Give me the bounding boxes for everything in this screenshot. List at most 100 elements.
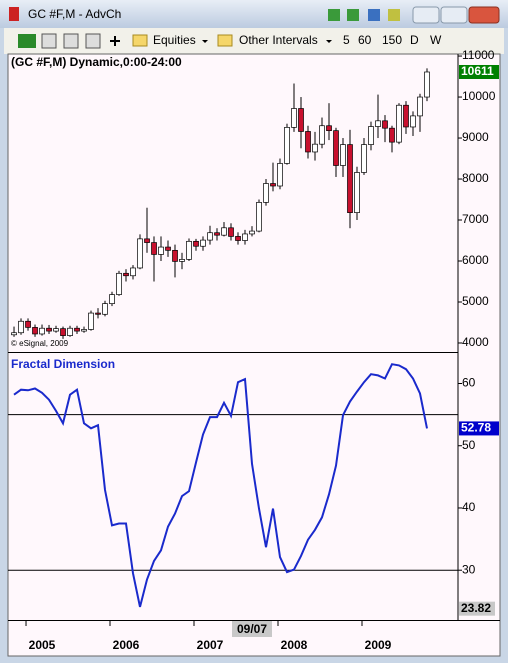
toolbar-icon[interactable] <box>85 33 101 49</box>
y-tick-label: 30 <box>462 562 476 576</box>
candle-body <box>53 328 59 332</box>
add-icon[interactable] <box>110 36 120 46</box>
candle-body <box>354 172 360 213</box>
link-button[interactable] <box>347 9 359 21</box>
candle-body <box>284 127 290 164</box>
candle-body <box>214 232 220 236</box>
y-tick-label: 6000 <box>462 253 489 267</box>
y-tick-label: 11000 <box>462 48 495 62</box>
maximize-button[interactable] <box>440 6 468 24</box>
interval-button[interactable]: 150 <box>382 33 402 47</box>
cursor-date-box <box>232 621 273 637</box>
candle-body <box>410 115 416 128</box>
candle-body <box>403 104 409 128</box>
candle-body <box>102 303 108 315</box>
x-tick-label: 2005 <box>29 638 56 652</box>
cursor-date-label: 09/07 <box>237 622 267 636</box>
candle-body <box>151 242 157 255</box>
candle-body <box>207 232 213 241</box>
candle-body <box>165 246 171 251</box>
candle-body <box>312 143 318 153</box>
candle-body <box>25 320 31 328</box>
candle-body <box>158 246 164 255</box>
last-value-label: 52.78 <box>461 421 491 435</box>
candle-body <box>270 183 276 187</box>
candle-body <box>277 163 283 187</box>
interval-button[interactable]: D <box>410 33 419 47</box>
candle-body <box>228 227 234 237</box>
candle-body <box>32 327 38 335</box>
minimize-button[interactable] <box>412 6 440 24</box>
window-title: GC #F,M - AdvCh <box>28 7 121 21</box>
candle-body <box>179 259 185 262</box>
indicator-title: Fractal Dimension <box>11 357 115 371</box>
candle-body <box>319 125 325 145</box>
interval-button[interactable]: W <box>430 33 442 47</box>
chart-area <box>7 53 501 657</box>
close-button[interactable] <box>468 6 500 24</box>
candle-body <box>200 239 206 247</box>
candle-body <box>424 71 430 98</box>
copyright: © eSignal, 2009 <box>11 339 69 348</box>
x-tick-label: 2009 <box>365 638 392 652</box>
link-button[interactable] <box>388 9 400 21</box>
toolbar-icon[interactable] <box>41 33 57 49</box>
folder-icon <box>132 34 148 47</box>
candle-body <box>60 328 66 336</box>
y-tick-label: 9000 <box>462 130 489 144</box>
last-value-label-box <box>459 421 499 436</box>
toolbar-menu[interactable]: Other Intervals <box>239 33 318 47</box>
candle-body <box>326 125 332 132</box>
candle-body <box>116 272 122 295</box>
candle-body <box>242 233 248 241</box>
toolbar-icon[interactable] <box>63 33 79 49</box>
candle-body <box>340 144 346 166</box>
candle-body <box>67 327 73 336</box>
indicator-line <box>13 363 428 608</box>
toolbar-icon[interactable] <box>18 34 36 48</box>
app-icon <box>9 7 19 21</box>
last-price-label: 10611 <box>461 64 494 78</box>
chart-title: (GC #F,M) Dynamic,0:00-24:00 <box>11 55 182 69</box>
link-button[interactable] <box>328 9 340 21</box>
y-tick-label: 40 <box>462 500 476 514</box>
toolbar-menu[interactable]: Equities <box>153 33 196 47</box>
candle-body <box>382 120 388 129</box>
candle-body <box>368 126 374 145</box>
candle-body <box>249 230 255 235</box>
low-marker-label: 23.82 <box>461 601 491 615</box>
candle-body <box>396 104 402 143</box>
candle-body <box>389 127 395 143</box>
candle-body <box>46 327 52 332</box>
candle-body <box>172 249 178 262</box>
candle-body <box>361 144 367 173</box>
candle-body <box>109 294 115 304</box>
folder-icon <box>217 34 233 47</box>
candle-body <box>130 267 136 277</box>
interval-button[interactable]: 60 <box>358 33 372 47</box>
x-tick-label: 2007 <box>197 638 224 652</box>
y-tick-label: 4000 <box>462 335 489 349</box>
last-price-label-box <box>459 64 499 79</box>
candle-body <box>18 320 24 334</box>
y-tick-label: 8000 <box>462 171 489 185</box>
y-tick-label: 60 <box>462 376 476 390</box>
candle-body <box>298 108 304 132</box>
link-button[interactable] <box>368 9 380 21</box>
candle-body <box>144 238 150 243</box>
y-tick-label: 5000 <box>462 294 489 308</box>
x-tick-label: 2008 <box>281 638 308 652</box>
low-marker-box <box>459 601 495 616</box>
interval-button[interactable]: 5 <box>343 33 350 47</box>
y-tick-label: 7000 <box>462 212 489 226</box>
plot: 4000 5000 6000 7000 8000 9000 10000 11000 10611 3… <box>8 48 499 652</box>
dropdown-arrow <box>326 40 332 43</box>
candle-body <box>123 272 129 277</box>
dropdown-arrow <box>202 40 208 43</box>
y-tick-label: 50 <box>462 438 476 452</box>
y-tick-label: 10000 <box>462 89 496 103</box>
candle-body <box>39 327 45 335</box>
candle-body <box>81 329 87 332</box>
x-tick-label: 2006 <box>113 638 140 652</box>
